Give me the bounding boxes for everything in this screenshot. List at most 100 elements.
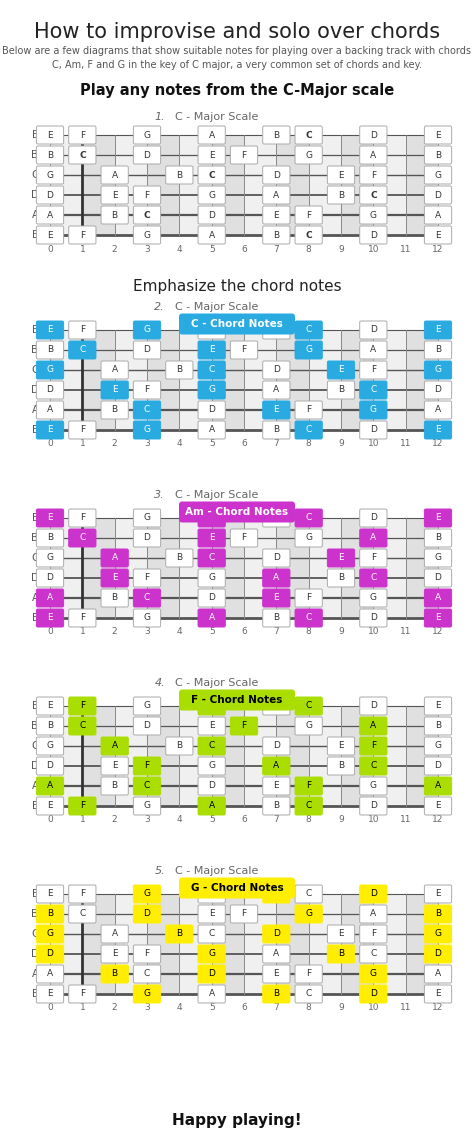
Text: 5.: 5. <box>155 866 165 876</box>
FancyBboxPatch shape <box>295 717 322 735</box>
FancyBboxPatch shape <box>198 737 225 756</box>
FancyBboxPatch shape <box>295 589 322 607</box>
FancyBboxPatch shape <box>36 186 64 203</box>
Text: B: B <box>273 513 279 522</box>
Bar <box>374 894 406 994</box>
FancyBboxPatch shape <box>133 905 161 924</box>
FancyBboxPatch shape <box>230 341 258 359</box>
Text: C: C <box>79 534 85 543</box>
Text: E: E <box>32 613 38 623</box>
FancyBboxPatch shape <box>263 361 290 379</box>
Text: E: E <box>32 130 38 139</box>
FancyBboxPatch shape <box>230 529 258 547</box>
Text: E: E <box>435 326 441 335</box>
Text: E: E <box>47 990 53 999</box>
Text: D: D <box>435 761 441 770</box>
Text: 6: 6 <box>241 815 247 824</box>
Text: E: E <box>32 989 38 999</box>
FancyBboxPatch shape <box>295 985 322 1004</box>
Text: F: F <box>80 702 85 711</box>
Text: F: F <box>241 345 246 354</box>
FancyBboxPatch shape <box>36 589 64 607</box>
Text: 8: 8 <box>306 1004 311 1013</box>
Text: 0: 0 <box>47 815 53 824</box>
Text: 7: 7 <box>273 440 279 448</box>
FancyBboxPatch shape <box>328 925 355 943</box>
Bar <box>50 706 82 806</box>
FancyBboxPatch shape <box>36 381 64 399</box>
Text: 10: 10 <box>367 440 379 448</box>
FancyBboxPatch shape <box>360 885 387 903</box>
Text: G: G <box>435 742 441 751</box>
Text: G: G <box>31 170 39 179</box>
Text: G: G <box>144 231 151 240</box>
Text: E: E <box>435 231 441 240</box>
Text: A: A <box>209 889 215 898</box>
FancyBboxPatch shape <box>101 777 128 796</box>
Text: 4.: 4. <box>155 678 165 688</box>
Text: D: D <box>370 513 377 522</box>
FancyBboxPatch shape <box>424 126 452 144</box>
Text: 8: 8 <box>306 815 311 824</box>
FancyBboxPatch shape <box>36 737 64 756</box>
Text: E: E <box>435 801 441 810</box>
Bar <box>147 330 179 430</box>
Text: B: B <box>111 969 118 978</box>
FancyBboxPatch shape <box>36 905 64 924</box>
Text: E: E <box>112 950 118 959</box>
Text: D: D <box>435 191 441 200</box>
FancyBboxPatch shape <box>101 737 128 756</box>
FancyBboxPatch shape <box>179 313 295 335</box>
FancyBboxPatch shape <box>295 797 322 815</box>
Text: 5: 5 <box>209 815 215 824</box>
FancyBboxPatch shape <box>133 226 161 243</box>
FancyBboxPatch shape <box>360 925 387 943</box>
FancyBboxPatch shape <box>424 589 452 607</box>
Text: F: F <box>145 191 150 200</box>
Text: E: E <box>435 889 441 898</box>
Bar <box>341 518 374 618</box>
Text: F: F <box>145 761 150 770</box>
FancyBboxPatch shape <box>360 361 387 379</box>
FancyBboxPatch shape <box>198 549 225 567</box>
Text: B: B <box>338 761 344 770</box>
Text: 10: 10 <box>367 628 379 637</box>
Text: F: F <box>371 553 376 562</box>
FancyBboxPatch shape <box>69 146 96 163</box>
Text: A: A <box>370 721 376 730</box>
Text: F: F <box>371 170 376 179</box>
FancyBboxPatch shape <box>360 569 387 588</box>
FancyBboxPatch shape <box>198 401 225 419</box>
FancyBboxPatch shape <box>69 529 96 547</box>
FancyBboxPatch shape <box>295 421 322 439</box>
Text: B: B <box>273 614 279 623</box>
FancyBboxPatch shape <box>424 905 452 924</box>
FancyBboxPatch shape <box>133 757 161 775</box>
Text: A: A <box>209 513 215 522</box>
Text: A: A <box>435 406 441 415</box>
FancyBboxPatch shape <box>424 549 452 567</box>
Text: C: C <box>305 231 312 240</box>
Text: 12: 12 <box>432 440 444 448</box>
FancyBboxPatch shape <box>36 166 64 184</box>
FancyBboxPatch shape <box>295 509 322 527</box>
FancyBboxPatch shape <box>198 126 225 144</box>
FancyBboxPatch shape <box>424 697 452 716</box>
FancyBboxPatch shape <box>133 985 161 1004</box>
Bar <box>212 330 244 430</box>
FancyBboxPatch shape <box>263 697 290 716</box>
Text: D: D <box>370 231 377 240</box>
Text: Am - Chord Notes: Am - Chord Notes <box>185 507 289 517</box>
FancyBboxPatch shape <box>424 321 452 339</box>
FancyBboxPatch shape <box>101 569 128 588</box>
FancyBboxPatch shape <box>360 401 387 419</box>
FancyBboxPatch shape <box>328 757 355 775</box>
Text: F: F <box>306 210 311 219</box>
FancyBboxPatch shape <box>133 321 161 339</box>
FancyBboxPatch shape <box>360 589 387 607</box>
Text: E: E <box>32 513 38 523</box>
Text: C: C <box>370 950 376 959</box>
Text: E: E <box>338 170 344 179</box>
Text: C: C <box>370 191 377 200</box>
Text: E: E <box>435 130 441 139</box>
